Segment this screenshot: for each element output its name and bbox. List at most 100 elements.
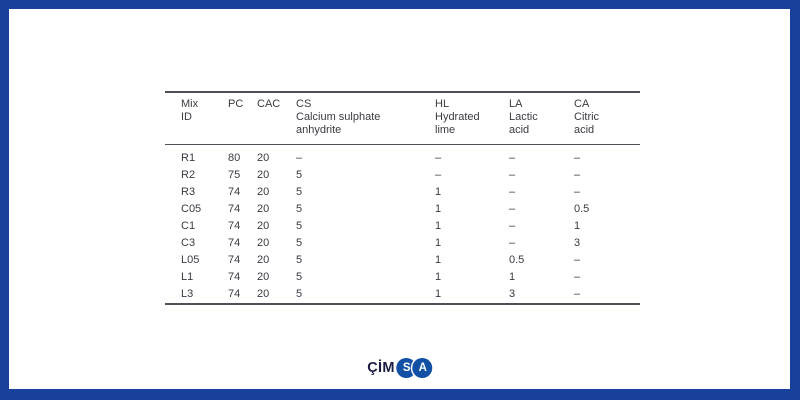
column-header-line: Citric [574, 111, 600, 123]
value-cell: 74 [228, 237, 241, 249]
value-cell: 74 [228, 288, 241, 300]
value-cell: 5 [296, 169, 303, 181]
mix-id-cell: R1 [181, 152, 196, 164]
cimsa-logo-text: ÇİM [367, 359, 395, 376]
value-cell: 5 [296, 254, 303, 266]
column-header-line: CA [574, 98, 590, 110]
value-cell: 1 [509, 271, 516, 283]
value-cell: 20 [257, 254, 270, 266]
value-cell: – [574, 271, 581, 283]
table-row-c1: C1 74 20 5 1 – 1 [165, 218, 640, 235]
value-cell: 5 [296, 186, 303, 198]
value-cell: – [509, 220, 516, 232]
table-row-c05: C05 74 20 5 1 – 0.5 [165, 201, 640, 218]
column-header-ca: CA Citric acid [574, 92, 640, 145]
table-row-r1: R1 80 20 – – – – [165, 145, 640, 168]
value-cell: – [574, 186, 581, 198]
table-row-r2: R2 75 20 5 – – – [165, 167, 640, 184]
table-row-l05: L05 74 20 5 1 0.5 – [165, 252, 640, 269]
table-row-c3: C3 74 20 5 1 – 3 [165, 235, 640, 252]
mix-id-cell: L1 [181, 271, 194, 283]
table-row-r3: R3 74 20 5 1 – – [165, 184, 640, 201]
column-header-hl: HL Hydrated lime [435, 92, 509, 145]
value-cell: – [574, 152, 581, 164]
value-cell: – [509, 203, 516, 215]
value-cell: – [296, 152, 303, 164]
table-row-l3: L3 74 20 5 1 3 – [165, 286, 640, 304]
value-cell: 5 [296, 237, 303, 249]
cimsa-logo-circle-a: A [412, 357, 433, 378]
column-header-line: anhydrite [296, 124, 342, 136]
value-cell: 1 [435, 203, 442, 215]
value-cell: 3 [574, 237, 581, 249]
value-cell: 1 [435, 254, 442, 266]
column-header-line: Calcium sulphate [296, 111, 381, 123]
value-cell: 80 [228, 152, 241, 164]
value-cell: 5 [296, 203, 303, 215]
value-cell: 20 [257, 288, 270, 300]
column-header-line: CAC [257, 98, 281, 110]
column-header-line: HL [435, 98, 450, 110]
value-cell: 74 [228, 254, 241, 266]
value-cell: 20 [257, 220, 270, 232]
column-header-line: lime [435, 124, 456, 136]
slide-canvas [9, 9, 790, 389]
header-row: Mix ID PC CAC CS Calcium sulphate anhydrite HL H… [165, 92, 640, 145]
value-cell: 0.5 [509, 254, 525, 266]
column-header-la: LA Lactic acid [509, 92, 574, 145]
column-header-line: acid [509, 124, 530, 136]
value-cell: 20 [257, 169, 270, 181]
mix-id-cell: R2 [181, 169, 196, 181]
value-cell: 74 [228, 203, 241, 215]
value-cell: – [509, 169, 516, 181]
value-cell: – [435, 152, 442, 164]
column-header-line: CS [296, 98, 312, 110]
value-cell: 1 [435, 288, 442, 300]
column-header-line: Lactic [509, 111, 538, 123]
table-header: Mix ID PC CAC CS Calcium sulphate anhydrite HL H… [165, 92, 640, 145]
value-cell: – [509, 186, 516, 198]
mix-id-cell: C3 [181, 237, 196, 249]
value-cell: 5 [296, 271, 303, 283]
cimsa-logo-circle-s: S [396, 357, 417, 378]
value-cell: – [574, 169, 581, 181]
column-header-line: ID [181, 111, 192, 123]
value-cell: 20 [257, 237, 270, 249]
column-header-line: acid [574, 124, 595, 136]
value-cell: 20 [257, 271, 270, 283]
value-cell: 0.5 [574, 203, 590, 215]
value-cell: 1 [435, 237, 442, 249]
value-cell: 5 [296, 288, 303, 300]
value-cell: 20 [257, 186, 270, 198]
value-cell: – [435, 169, 442, 181]
mix-id-cell: L3 [181, 288, 194, 300]
value-cell: 74 [228, 220, 241, 232]
mix-proportions-table: Mix ID PC CAC CS Calcium sulphate anhydrite HL H… [165, 91, 640, 305]
cimsa-logo-letter-s: S [402, 361, 411, 374]
column-header-line: Mix [181, 98, 199, 110]
value-cell: – [574, 254, 581, 266]
value-cell: 1 [435, 220, 442, 232]
value-cell: – [509, 152, 516, 164]
value-cell: 3 [509, 288, 516, 300]
value-cell: 5 [296, 220, 303, 232]
value-cell: – [509, 237, 516, 249]
value-cell: – [574, 288, 581, 300]
value-cell: 74 [228, 271, 241, 283]
column-header-cac: CAC [257, 92, 296, 145]
cimsa-logo-letter-a: A [418, 361, 427, 374]
value-cell: 1 [435, 186, 442, 198]
column-header-cs: CS Calcium sulphate anhydrite [296, 92, 435, 145]
column-header-line: PC [228, 98, 244, 110]
value-cell: 20 [257, 152, 270, 164]
mix-id-cell: R3 [181, 186, 196, 198]
cimsa-logo: ÇİM S A [367, 357, 433, 378]
value-cell: 74 [228, 186, 241, 198]
value-cell: 20 [257, 203, 270, 215]
column-header-line: Hydrated [435, 111, 480, 123]
value-cell: 1 [435, 271, 442, 283]
value-cell: 75 [228, 169, 241, 181]
column-header-pc: PC [228, 92, 257, 145]
table-body: R1 80 20 – – – – R2 75 20 5 – – – R3 74 20 5 1 – – C05 74 20 5 1 –… [165, 145, 640, 305]
